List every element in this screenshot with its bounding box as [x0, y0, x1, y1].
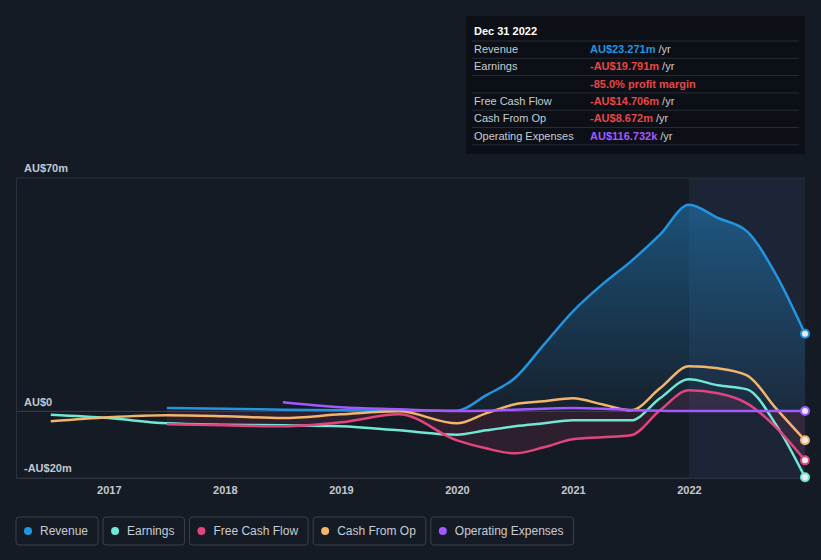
row-separator	[472, 41, 799, 42]
x-axis-line	[17, 478, 806, 479]
x-tick-label: 2019	[329, 484, 353, 496]
y-tick: AU$0	[16, 396, 52, 412]
row-separator	[472, 75, 799, 76]
y-tick-label: -AU$20m	[24, 462, 72, 474]
legend-swatch	[197, 527, 205, 535]
x-axis: 2017 2018 2019 2020 2021 2022	[17, 478, 806, 496]
annotation-label: Revenue	[474, 43, 518, 55]
annotation-unit: /yr	[662, 95, 675, 107]
legend-swatch	[321, 527, 329, 535]
series-area	[167, 390, 805, 460]
annotation-label: Cash From Op	[474, 112, 546, 124]
legend-swatch	[111, 527, 119, 535]
legend-box	[189, 517, 308, 545]
legend: Revenue Earnings Free Cash Flow Cash From O…	[16, 517, 574, 545]
x-tick-label: 2022	[677, 484, 701, 496]
x-tick: 2017	[97, 478, 121, 496]
annotation-unit: /yr	[656, 112, 669, 124]
legend-box	[16, 517, 98, 545]
x-tick: 2021	[561, 478, 585, 496]
annotation-unit: /yr	[658, 43, 671, 55]
series-line	[167, 205, 805, 411]
end-point	[801, 456, 809, 464]
y-axis: -AU$20m AU$0 AU$70m	[16, 162, 72, 478]
annotation-unit: /yr	[660, 130, 673, 142]
annotation-value: -85.0% profit margin	[590, 78, 696, 90]
series-line	[283, 402, 805, 411]
annotation-value: -AU$14.706m	[590, 95, 659, 107]
annotation-label: Earnings	[474, 60, 518, 72]
y-tick: -AU$20m	[16, 462, 72, 478]
annotation-value: -AU$19.791m	[590, 60, 659, 72]
legend-item: Operating Expenses	[431, 517, 574, 545]
x-tick: 2018	[213, 478, 237, 496]
legend-label: Operating Expenses	[455, 524, 564, 538]
row-separator	[472, 144, 799, 145]
x-tick: 2022	[677, 478, 701, 496]
legend-label: Free Cash Flow	[213, 524, 298, 538]
x-tick: 2019	[329, 478, 353, 496]
legend-swatch	[439, 527, 447, 535]
legend-label: Cash From Op	[337, 524, 416, 538]
chart: -AU$20m AU$0 AU$70m 2017 2018 2019 2020 2021 202…	[0, 0, 821, 560]
y-axis-line	[16, 179, 17, 479]
y-tick-label: AU$0	[24, 396, 52, 408]
annotation: Dec 31 2022 Revenue AU$23.271m/yr Earnings -…	[466, 16, 805, 154]
end-point	[801, 436, 809, 444]
y-tick-label: AU$70m	[24, 162, 68, 174]
legend-box	[103, 517, 184, 545]
grid-line	[16, 178, 805, 179]
annotation-unit: /yr	[662, 60, 675, 72]
series-area	[167, 205, 805, 412]
end-point	[801, 473, 809, 481]
x-tick-label: 2017	[97, 484, 121, 496]
legend-box	[313, 517, 426, 545]
grid-line	[16, 478, 805, 479]
row-separator	[472, 92, 799, 93]
y-tick: AU$70m	[16, 162, 68, 178]
end-point	[801, 330, 809, 338]
legend-item: Earnings	[103, 517, 184, 545]
legend-item: Cash From Op	[313, 517, 426, 545]
grid	[16, 178, 805, 478]
series-line	[51, 379, 805, 477]
x-tick-label: 2020	[445, 484, 469, 496]
annotation-value: AU$116.732k	[590, 130, 658, 142]
x-tick: 2020	[445, 478, 469, 496]
series-line	[167, 390, 805, 460]
row-separator	[472, 110, 799, 111]
x-tick-label: 2021	[561, 484, 585, 496]
row-separator	[472, 127, 799, 128]
legend-label: Earnings	[127, 524, 174, 538]
annotation-title: Dec 31 2022	[474, 25, 537, 37]
x-tick-label: 2018	[213, 484, 237, 496]
legend-item: Revenue	[16, 517, 98, 545]
legend-box	[431, 517, 574, 545]
annotation-label: Operating Expenses	[474, 130, 574, 142]
end-point	[801, 407, 809, 415]
series-line	[51, 366, 805, 440]
legend-label: Revenue	[40, 524, 88, 538]
annotation-label: Free Cash Flow	[474, 95, 552, 107]
row-separator	[472, 58, 799, 59]
annotation-box	[466, 16, 805, 154]
annotation-value: -AU$8.672m	[590, 112, 653, 124]
background	[0, 0, 821, 560]
legend-swatch	[24, 527, 32, 535]
plot-area	[51, 205, 809, 482]
legend-item: Free Cash Flow	[189, 517, 308, 545]
annotation-value: AU$23.271m	[590, 43, 656, 55]
